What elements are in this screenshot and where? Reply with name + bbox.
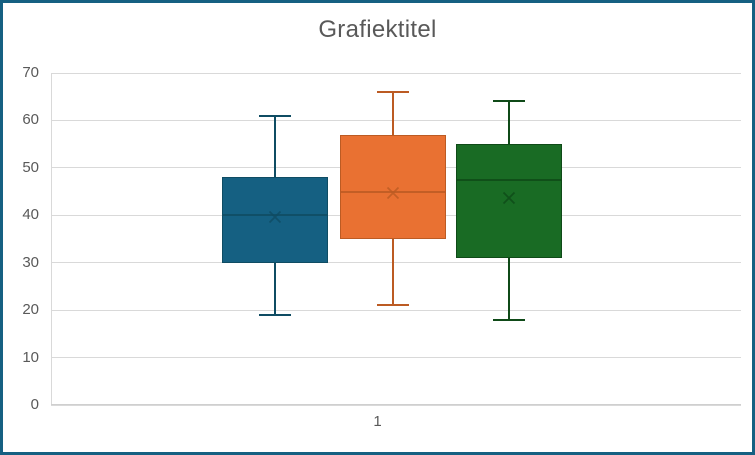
gridline xyxy=(51,357,741,359)
y-tick-label: 30 xyxy=(22,253,39,271)
x-axis-line xyxy=(51,404,741,405)
chart-title[interactable]: Grafiektitel xyxy=(318,16,437,43)
y-tick-label: 60 xyxy=(22,111,39,129)
x-axis-label: 1 xyxy=(373,413,382,430)
whisker-line-upper xyxy=(508,101,510,145)
whisker-cap-min xyxy=(493,318,525,321)
box-rect[interactable] xyxy=(340,134,446,239)
gridline xyxy=(51,404,741,406)
whisker-cap-min xyxy=(259,313,291,316)
whisker-line-lower xyxy=(274,262,276,315)
y-tick-label: 10 xyxy=(22,348,39,366)
whisker-cap-max xyxy=(493,100,525,103)
whisker-cap-max xyxy=(259,114,291,117)
whisker-line-upper xyxy=(392,91,394,135)
plot-area xyxy=(51,72,741,406)
whisker-line-lower xyxy=(392,239,394,306)
gridline xyxy=(51,119,741,121)
gridline xyxy=(51,72,741,74)
box-series-1[interactable] xyxy=(51,73,741,405)
box-series-2[interactable] xyxy=(51,73,741,405)
y-tick-label: 40 xyxy=(22,206,39,224)
y-tick-label: 0 xyxy=(30,396,39,413)
y-tick-label: 70 xyxy=(22,64,39,81)
y-tick-label: 50 xyxy=(22,158,39,176)
y-axis-line xyxy=(51,73,52,405)
box-series-3[interactable] xyxy=(51,73,741,405)
box-rect[interactable] xyxy=(222,177,328,263)
box-rect[interactable] xyxy=(456,144,562,258)
y-tick-label: 20 xyxy=(22,301,39,319)
gridline xyxy=(51,262,741,264)
whisker-cap-min xyxy=(377,304,409,307)
gridline xyxy=(51,309,741,311)
whisker-cap-max xyxy=(377,90,409,93)
